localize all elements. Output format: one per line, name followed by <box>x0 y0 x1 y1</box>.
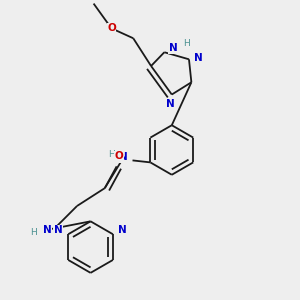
Text: N: N <box>194 53 202 63</box>
Text: O: O <box>107 23 116 33</box>
Text: O: O <box>114 152 123 161</box>
Text: N: N <box>119 152 128 162</box>
Text: N: N <box>43 225 52 235</box>
Text: H: H <box>30 228 37 237</box>
Text: N: N <box>169 43 178 53</box>
Text: H: H <box>108 150 115 159</box>
Text: N: N <box>54 225 63 235</box>
Text: N: N <box>167 99 175 110</box>
Text: N: N <box>118 225 127 235</box>
Text: H: H <box>183 39 190 48</box>
